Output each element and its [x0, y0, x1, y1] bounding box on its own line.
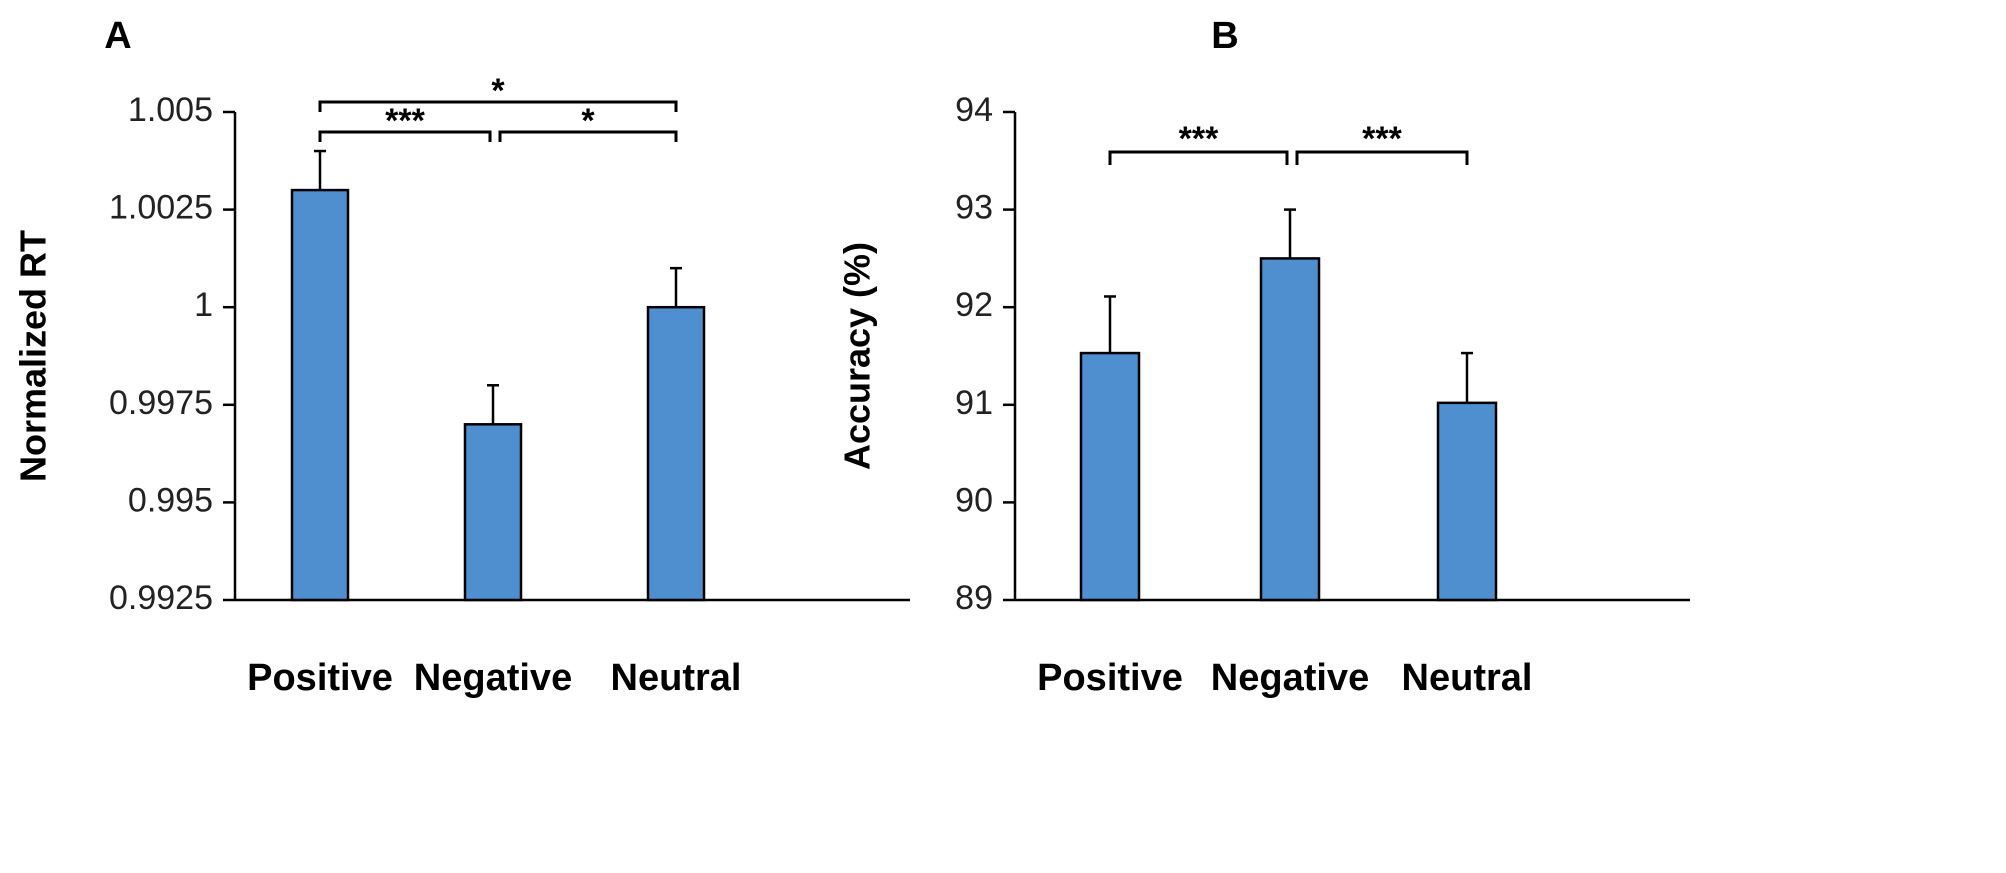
y-tick-label: 94: [955, 91, 993, 129]
category-label: Neutral: [611, 657, 742, 699]
y-tick-label: 1.005: [128, 91, 213, 129]
y-tick-label: 1.0025: [109, 189, 213, 227]
significance-bracket: [318, 100, 678, 112]
y-tick-label: 92: [955, 286, 993, 324]
y-tick-label: 93: [955, 189, 993, 227]
category-label: Positive: [1037, 657, 1183, 699]
panel-label: A: [104, 15, 131, 57]
significance-label: *: [491, 72, 505, 110]
y-tick-label: 0.9925: [109, 579, 213, 617]
y-axis-title: Accuracy (%): [837, 242, 878, 470]
y-tick-label: 91: [955, 384, 993, 422]
bar-positive: [290, 188, 350, 602]
category-label: Negative: [1211, 657, 1369, 699]
y-axis-title: Normalized RT: [13, 230, 54, 482]
significance-label: ***: [385, 102, 425, 140]
panel-a: A 0.9925 0.995 0.9975 1 1.0025 1.005 Normalized…: [13, 15, 910, 699]
bar-positive: [1079, 351, 1141, 602]
category-label: Negative: [414, 657, 572, 699]
significance-label: *: [581, 102, 595, 140]
significance-label: ***: [1362, 120, 1402, 158]
significance-bracket: [1295, 150, 1469, 165]
significance-label: ***: [1179, 120, 1219, 158]
y-tick-label: 0.995: [128, 481, 213, 519]
y-tick-label: 0.9975: [109, 384, 213, 422]
panel-b: B 89 90 91 92 93 94 Accuracy (%) Positive Negativ…: [837, 15, 1690, 699]
y-tick-label: 90: [955, 481, 993, 519]
bar-negative: [1259, 257, 1321, 602]
bar-neutral: [646, 305, 706, 602]
y-tick-label: 89: [955, 579, 993, 617]
category-label: Neutral: [1402, 657, 1533, 699]
bar-negative: [463, 423, 523, 602]
category-label: Positive: [247, 657, 393, 699]
y-tick-label: 1: [194, 286, 213, 324]
bar-neutral: [1436, 401, 1498, 602]
panel-label: B: [1211, 15, 1238, 57]
significance-bracket: [498, 130, 678, 142]
significance-bracket: [318, 130, 492, 142]
significance-bracket: [1108, 150, 1289, 165]
